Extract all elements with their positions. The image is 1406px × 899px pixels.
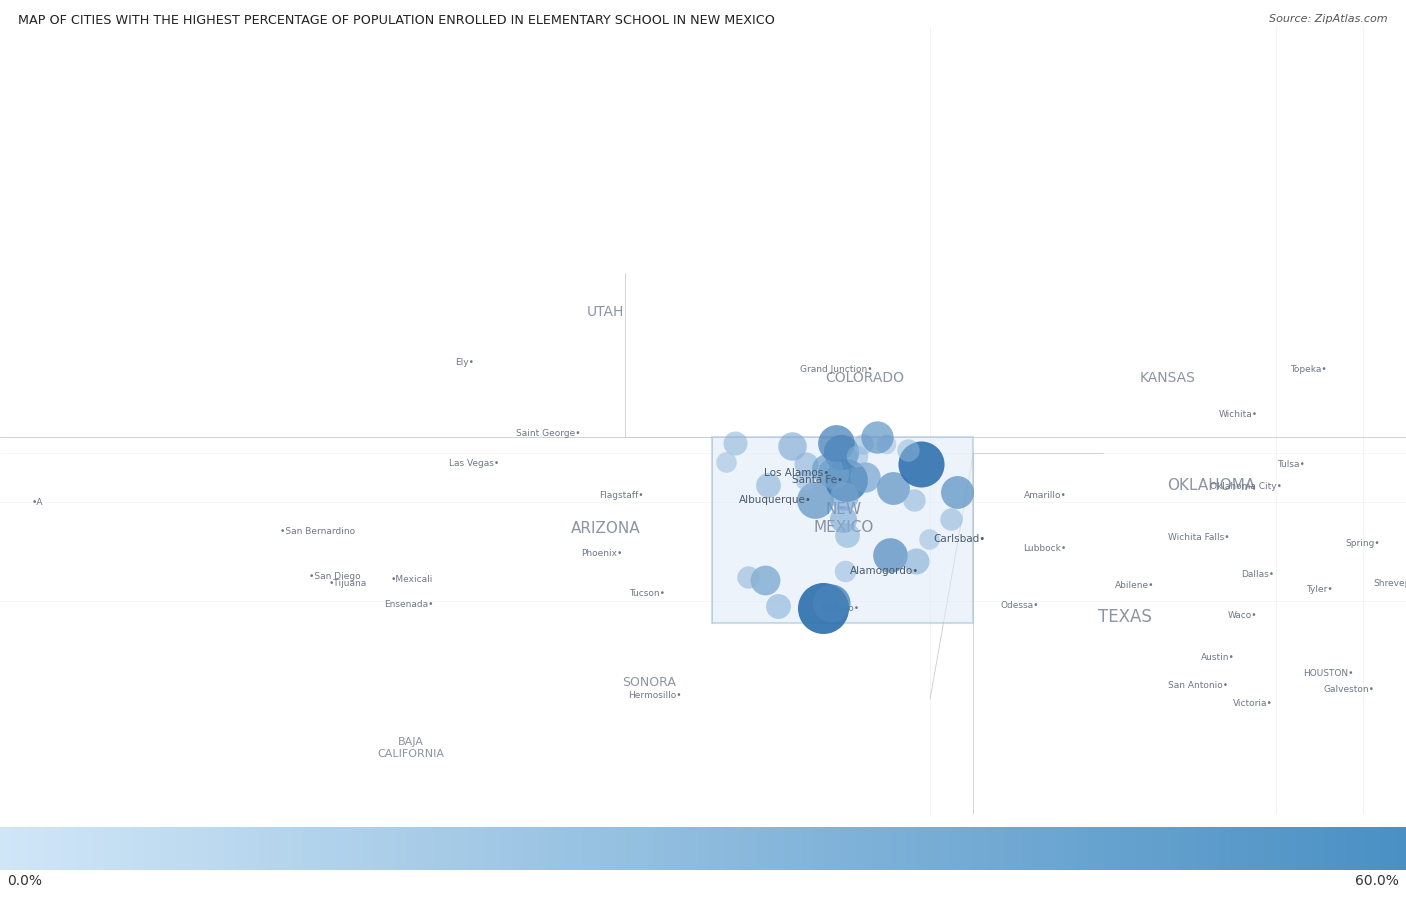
Point — [830, 445, 852, 459]
Text: Amarillo•: Amarillo• — [1024, 491, 1067, 500]
Text: OKLAHOMA: OKLAHOMA — [1167, 478, 1256, 494]
Point — [754, 573, 776, 587]
Text: Spring•: Spring• — [1346, 539, 1381, 547]
Point — [853, 469, 876, 484]
Text: Waco•: Waco• — [1227, 610, 1257, 619]
Text: Albuquerque•: Albuquerque• — [740, 494, 813, 504]
Text: •Mexicali: •Mexicali — [391, 574, 433, 583]
Point — [946, 485, 969, 499]
Point — [831, 512, 853, 527]
Text: BAJA
CALIFORNIA: BAJA CALIFORNIA — [377, 737, 444, 759]
Text: Carlsbad•: Carlsbad• — [934, 534, 986, 544]
Point — [875, 437, 897, 451]
Text: 60.0%: 60.0% — [1355, 874, 1399, 888]
Point — [793, 473, 815, 487]
Point — [724, 435, 747, 450]
Point — [882, 481, 904, 495]
Point — [918, 531, 941, 546]
Text: Victoria•: Victoria• — [1233, 699, 1272, 708]
Text: Grand Junction•: Grand Junction• — [800, 365, 873, 374]
Text: Alamogordo•: Alamogordo• — [849, 566, 920, 576]
Text: Wichita•: Wichita• — [1218, 410, 1257, 419]
Text: Austin•: Austin• — [1201, 654, 1234, 663]
Text: •San Bernardino: •San Bernardino — [280, 527, 354, 536]
Text: •Tijuana: •Tijuana — [329, 579, 367, 588]
Point — [737, 570, 759, 584]
Text: Tulsa•: Tulsa• — [1277, 460, 1305, 469]
Point — [939, 512, 962, 526]
Text: •San Diego: •San Diego — [309, 573, 361, 582]
Text: San Antonio•: San Antonio• — [1168, 681, 1229, 690]
Point — [905, 554, 928, 568]
Text: Tucson•: Tucson• — [628, 589, 665, 598]
Text: Odessa•: Odessa• — [1001, 601, 1039, 610]
Text: Santa Fe•: Santa Fe• — [792, 475, 842, 485]
Point — [835, 528, 858, 542]
Point — [766, 600, 789, 614]
Text: SONORA: SONORA — [621, 676, 676, 689]
Point — [820, 596, 842, 610]
Text: •A: •A — [32, 498, 44, 507]
Text: Tyler•: Tyler• — [1306, 584, 1333, 593]
Text: Topeka•: Topeka• — [1291, 365, 1327, 374]
Bar — [711, 437, 973, 622]
Text: TEXAS: TEXAS — [1098, 608, 1152, 626]
Point — [794, 457, 817, 471]
Text: Galveston•: Galveston• — [1324, 684, 1375, 693]
Text: Dallas•: Dallas• — [1241, 571, 1275, 580]
Point — [832, 488, 855, 503]
Text: MAP OF CITIES WITH THE HIGHEST PERCENTAGE OF POPULATION ENROLLED IN ELEMENTARY S: MAP OF CITIES WITH THE HIGHEST PERCENTAG… — [18, 14, 775, 27]
Point — [756, 478, 779, 493]
Text: Ensenada•: Ensenada• — [384, 601, 433, 610]
Text: COLORADO: COLORADO — [825, 370, 904, 385]
Text: Wichita Falls•: Wichita Falls• — [1168, 533, 1230, 542]
Text: Los Alamos•: Los Alamos• — [763, 468, 830, 478]
Point — [834, 564, 856, 578]
Point — [903, 493, 925, 507]
Text: Lubbock•: Lubbock• — [1024, 544, 1066, 553]
Point — [910, 457, 932, 471]
Point — [852, 437, 875, 451]
Point — [780, 439, 803, 453]
Text: Oklahoma City•: Oklahoma City• — [1211, 483, 1282, 492]
Point — [811, 601, 834, 615]
Point — [846, 449, 869, 463]
Point — [897, 443, 920, 458]
Text: Flagstaff•: Flagstaff• — [599, 491, 644, 500]
Point — [714, 455, 737, 469]
Text: Hermosillo•: Hermosillo• — [628, 691, 682, 700]
Text: KANSAS: KANSAS — [1140, 370, 1197, 385]
Point — [804, 493, 827, 507]
Text: Ely•: Ely• — [456, 359, 474, 368]
Text: UTAH: UTAH — [586, 305, 624, 319]
Text: Shreveport•: Shreveport• — [1374, 579, 1406, 588]
Text: 0.0%: 0.0% — [7, 874, 42, 888]
Point — [815, 462, 838, 476]
Text: Abilene•: Abilene• — [1115, 582, 1154, 591]
Point — [824, 435, 846, 450]
Point — [866, 430, 889, 444]
Text: Las Vegas•: Las Vegas• — [449, 459, 499, 468]
Text: ARIZONA: ARIZONA — [571, 521, 641, 536]
Text: El Paso•: El Paso• — [823, 604, 859, 613]
Text: NEW
MEXICO: NEW MEXICO — [814, 503, 873, 535]
Point — [879, 547, 901, 562]
Point — [821, 466, 844, 480]
Text: Phoenix•: Phoenix• — [581, 548, 623, 557]
Text: Source: ZipAtlas.com: Source: ZipAtlas.com — [1270, 14, 1388, 24]
Text: HOUSTON•: HOUSTON• — [1303, 670, 1354, 679]
Text: Saint George•: Saint George• — [516, 429, 581, 438]
Point — [835, 472, 858, 486]
